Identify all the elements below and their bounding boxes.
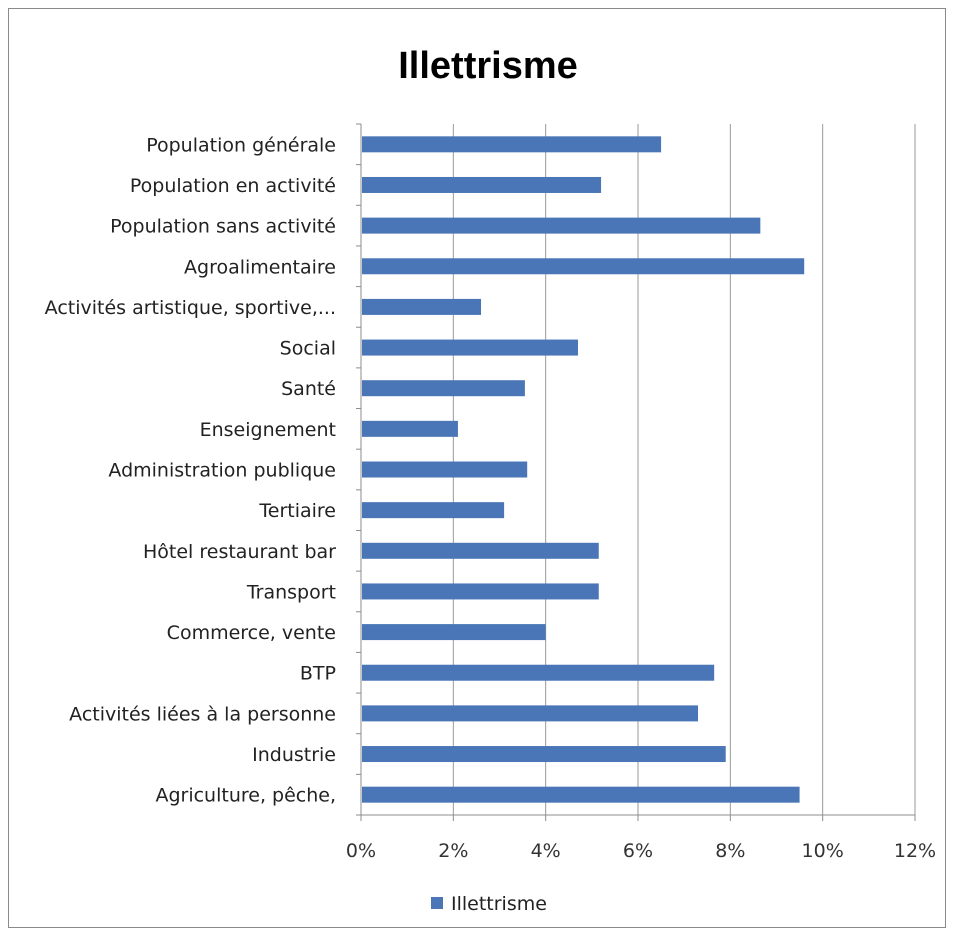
- bar: [362, 176, 602, 193]
- category-label: Population sans activité: [110, 216, 336, 238]
- category-label: Administration publique: [108, 460, 336, 482]
- bar: [362, 542, 599, 559]
- category-label: Agroalimentaire: [184, 256, 336, 278]
- x-tick-label: 0%: [346, 840, 376, 862]
- bar: [362, 298, 482, 315]
- category-label: Hôtel restaurant bar: [143, 541, 336, 563]
- bars: [362, 136, 805, 803]
- x-tick-label: 4%: [531, 840, 561, 862]
- category-label: Social: [280, 338, 336, 360]
- category-label: Activités artistique, sportive,...: [45, 297, 336, 319]
- bar: [362, 380, 525, 397]
- category-label: Commerce, vente: [167, 622, 336, 644]
- category-label: Santé: [281, 378, 336, 400]
- bar: [362, 786, 800, 803]
- bar: [362, 746, 726, 763]
- x-tick-label: 2%: [438, 840, 468, 862]
- category-labels: Population générale Population en activit…: [45, 134, 337, 806]
- grid-lines: [356, 123, 916, 821]
- x-tick-label: 12%: [894, 840, 936, 862]
- bar: [362, 339, 578, 356]
- bar: [362, 583, 599, 600]
- legend-label: Illettrisme: [451, 893, 547, 915]
- legend-swatch: [431, 897, 443, 909]
- chart-title: Illettrisme: [398, 45, 578, 87]
- category-label: Agriculture, pêche,: [155, 785, 336, 807]
- category-label: Industrie: [252, 744, 336, 766]
- bar: [362, 624, 546, 641]
- category-label: Population générale: [146, 134, 336, 156]
- bar: [362, 705, 699, 722]
- category-label: Activités liées à la personne: [69, 703, 336, 725]
- category-label: Transport: [246, 581, 336, 603]
- category-label: Population en activité: [130, 175, 336, 197]
- bar: [362, 217, 761, 234]
- x-tick-label: 10%: [802, 840, 844, 862]
- bar: [362, 502, 505, 519]
- x-tick-labels: 0% 2% 4% 6% 8% 10% 12%: [346, 840, 936, 862]
- bar: [362, 420, 458, 437]
- legend: Illettrisme: [431, 893, 547, 915]
- bar: [362, 664, 715, 681]
- category-label: Enseignement: [200, 419, 336, 441]
- bar: [362, 136, 662, 153]
- x-tick-label: 8%: [715, 840, 745, 862]
- bar: [362, 461, 528, 478]
- bar: [362, 258, 805, 275]
- x-tick-label: 6%: [623, 840, 653, 862]
- category-label: Tertiaire: [258, 500, 336, 522]
- category-label: BTP: [300, 663, 336, 685]
